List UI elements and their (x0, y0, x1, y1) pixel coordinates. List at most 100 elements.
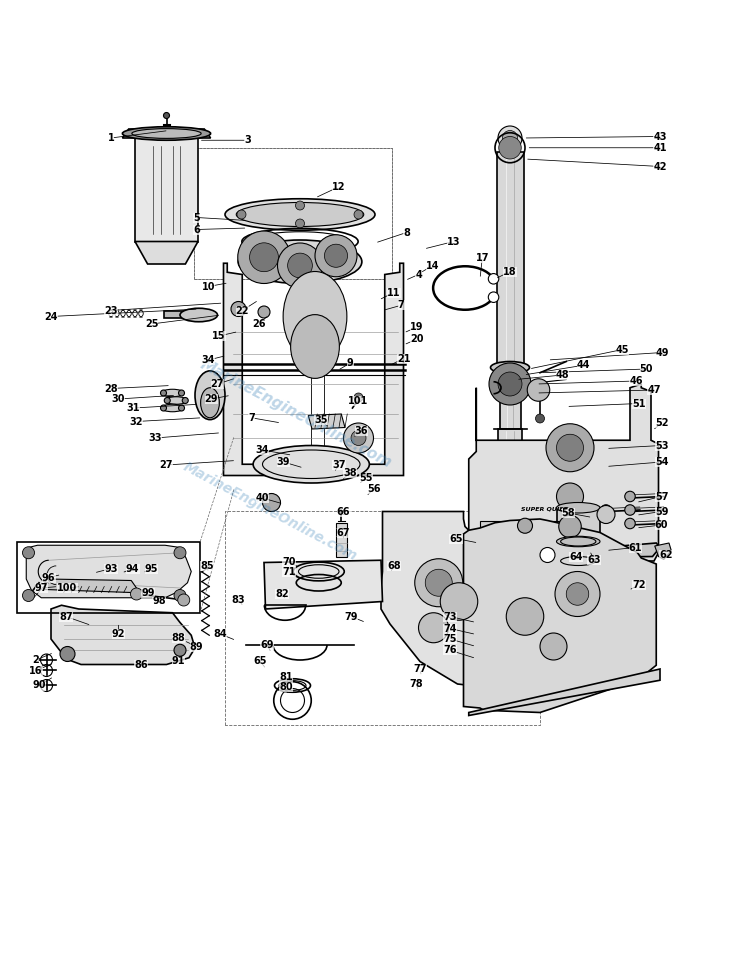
Circle shape (325, 245, 347, 268)
Text: 83: 83 (232, 595, 245, 605)
Text: 75: 75 (443, 634, 457, 644)
Circle shape (489, 363, 531, 405)
Text: 4: 4 (416, 270, 422, 279)
Text: 61: 61 (628, 542, 642, 553)
Circle shape (296, 219, 304, 228)
Ellipse shape (556, 503, 600, 513)
Text: 40: 40 (256, 493, 269, 503)
Text: 65: 65 (449, 534, 463, 543)
Text: 5: 5 (194, 213, 200, 222)
Text: 46: 46 (629, 376, 643, 386)
Circle shape (625, 505, 635, 515)
Ellipse shape (161, 389, 184, 397)
Polygon shape (264, 560, 382, 609)
Circle shape (174, 589, 186, 602)
Circle shape (540, 548, 555, 562)
Circle shape (164, 398, 170, 403)
Text: 79: 79 (344, 612, 358, 621)
Circle shape (160, 390, 166, 396)
Circle shape (536, 414, 544, 423)
Circle shape (527, 378, 550, 402)
Text: 97: 97 (34, 583, 48, 593)
Text: 58: 58 (562, 508, 575, 518)
Text: 16: 16 (29, 665, 43, 675)
Text: 99: 99 (141, 587, 154, 597)
Text: 101: 101 (348, 396, 369, 406)
Text: 98: 98 (152, 596, 166, 607)
Text: 77: 77 (413, 664, 427, 674)
Text: 20: 20 (410, 334, 424, 344)
Circle shape (178, 594, 190, 606)
Text: 29: 29 (205, 394, 218, 404)
Ellipse shape (225, 198, 375, 230)
Text: 62: 62 (659, 550, 673, 560)
Circle shape (258, 306, 270, 318)
Text: 70: 70 (282, 557, 296, 567)
Circle shape (354, 210, 363, 219)
Text: 49: 49 (656, 348, 669, 357)
Circle shape (503, 131, 518, 145)
Text: 56: 56 (367, 484, 380, 494)
Text: 73: 73 (443, 612, 457, 621)
Text: 7: 7 (398, 300, 405, 310)
Text: 45: 45 (616, 345, 629, 354)
Text: 41: 41 (653, 143, 667, 153)
Circle shape (566, 583, 589, 606)
Text: 3: 3 (244, 135, 250, 145)
Polygon shape (224, 263, 404, 476)
Text: 50: 50 (640, 364, 653, 374)
Circle shape (182, 398, 188, 403)
Text: 71: 71 (282, 567, 296, 577)
Text: 18: 18 (503, 267, 517, 276)
Circle shape (288, 253, 312, 278)
Text: 68: 68 (387, 561, 400, 571)
Text: 38: 38 (344, 468, 357, 479)
Text: 37: 37 (332, 460, 346, 470)
Ellipse shape (132, 129, 201, 139)
Circle shape (415, 559, 463, 607)
Text: 74: 74 (443, 623, 457, 634)
Text: SUPER QUIET: SUPER QUIET (521, 506, 568, 511)
Circle shape (559, 515, 581, 537)
Ellipse shape (122, 127, 211, 141)
Circle shape (351, 430, 366, 446)
Text: 60: 60 (655, 520, 668, 530)
Ellipse shape (161, 404, 184, 412)
Text: 87: 87 (59, 612, 73, 621)
Text: 6: 6 (194, 224, 200, 235)
Text: 35: 35 (314, 415, 328, 425)
Text: 32: 32 (130, 417, 143, 427)
Ellipse shape (291, 315, 339, 378)
Circle shape (488, 273, 499, 284)
Text: 52: 52 (655, 418, 668, 428)
Circle shape (556, 483, 584, 510)
Text: 28: 28 (104, 383, 118, 394)
Text: 44: 44 (577, 360, 590, 370)
Text: 80: 80 (279, 682, 292, 692)
Text: 88: 88 (172, 633, 185, 642)
Text: 78: 78 (410, 679, 423, 689)
Text: 93: 93 (104, 563, 118, 574)
Text: MarineEngineOnline.com: MarineEngineOnline.com (198, 357, 394, 471)
Text: 43: 43 (653, 132, 667, 142)
Circle shape (597, 506, 615, 524)
Circle shape (506, 598, 544, 636)
Bar (16, 541, 200, 612)
Polygon shape (480, 520, 570, 531)
Text: 72: 72 (632, 580, 646, 590)
Text: 27: 27 (160, 460, 173, 470)
Ellipse shape (490, 361, 530, 374)
Text: 86: 86 (134, 660, 148, 669)
Circle shape (556, 434, 584, 461)
Circle shape (250, 243, 278, 272)
Circle shape (178, 405, 184, 411)
Text: 34: 34 (256, 445, 269, 455)
Polygon shape (469, 669, 660, 716)
Polygon shape (464, 519, 656, 713)
Text: 10: 10 (202, 281, 215, 292)
Polygon shape (469, 384, 658, 561)
Text: 15: 15 (212, 331, 226, 341)
Text: 23: 23 (104, 305, 118, 316)
Text: 92: 92 (112, 629, 125, 638)
Polygon shape (308, 414, 345, 429)
